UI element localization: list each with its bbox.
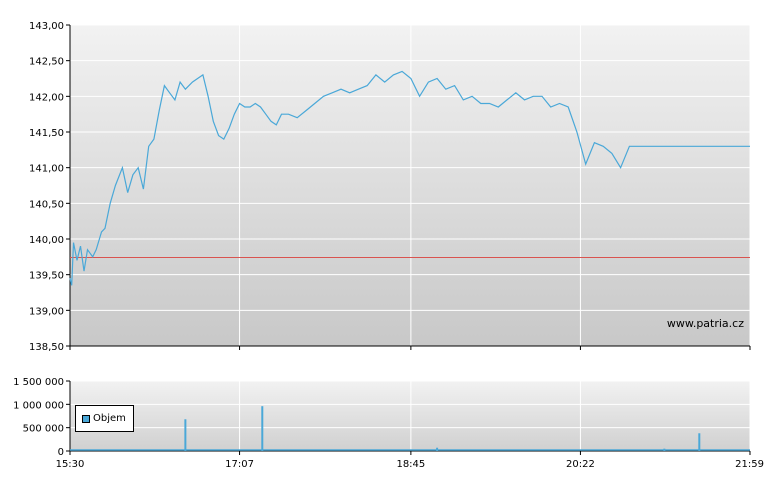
y-tick-label: 142,00: [29, 92, 64, 103]
volume-y-tick-label: 1 000 000: [13, 400, 64, 411]
y-tick-label: 141,50: [29, 128, 64, 139]
volume-y-tick-label: 500 000: [23, 424, 64, 435]
price-panel: 143,00 142,50 142,00 141,50 141,00 140,50 140,…: [29, 21, 751, 353]
y-tick-label: 139,00: [29, 306, 64, 317]
y-tick-label: 139,50: [29, 271, 64, 282]
y-tick-label: 138,50: [29, 342, 64, 353]
x-tick-label: 18:45: [396, 459, 425, 470]
x-tick-label: 17:07: [225, 459, 254, 470]
x-tick-label: 21:59: [735, 459, 764, 470]
legend-label: Objem: [93, 413, 126, 424]
price-plot-area: [70, 25, 750, 346]
volume-bar: [698, 433, 701, 451]
legend: Objem: [75, 405, 134, 432]
watermark: www.patria.cz: [666, 317, 744, 330]
volume-panel: 1 500 000 1 000 000 500 000 015:30 17:07 18:4…: [13, 377, 764, 470]
volume-plot-area: [70, 381, 750, 451]
volume-bar: [436, 447, 439, 451]
y-tick-label: 143,00: [29, 21, 64, 32]
y-tick-label: 140,00: [29, 235, 64, 246]
legend-swatch: [82, 414, 90, 423]
volume-bar: [261, 406, 264, 451]
y-tick-label: 141,00: [29, 164, 64, 175]
x-tick-label: 15:30: [56, 459, 85, 470]
volume-y-tick-label: 1 500 000: [13, 377, 64, 388]
y-tick-label: 140,50: [29, 199, 64, 210]
y-tick-label: 142,50: [29, 57, 64, 68]
volume-bar: [184, 419, 187, 451]
volume-y-tick-label: 0: [58, 447, 64, 458]
x-tick-label: 20:22: [566, 459, 595, 470]
volume-bar: [663, 448, 666, 451]
price-line: [69, 70, 750, 286]
